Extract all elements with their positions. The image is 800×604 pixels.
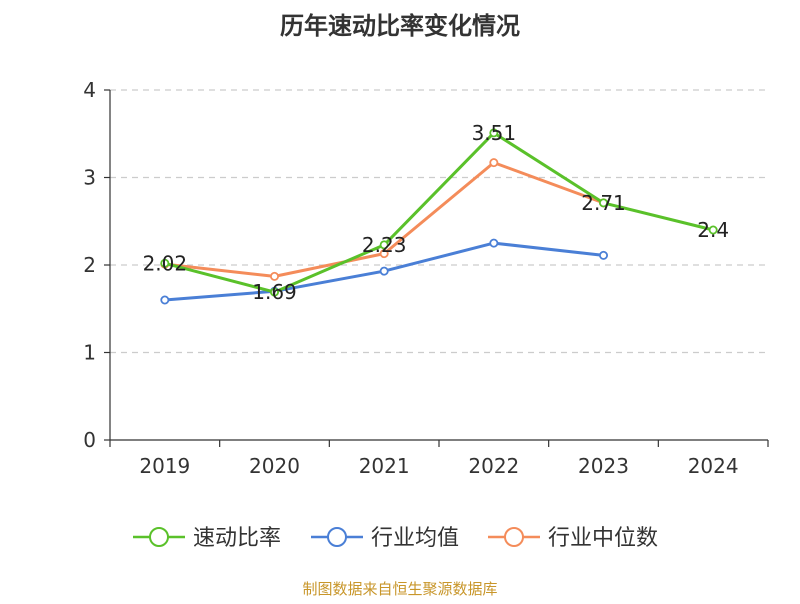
- data-point: [160, 258, 170, 268]
- data-point: [269, 271, 279, 281]
- data-label: 3.51: [472, 121, 517, 145]
- series-line: [164, 161, 605, 278]
- y-tick-label: 0: [83, 428, 96, 452]
- legend: 速动比率 行业均值 行业中位数: [133, 526, 658, 551]
- legend-marker: [327, 527, 347, 547]
- data-point: [489, 128, 499, 138]
- data-point: [599, 198, 609, 208]
- x-tick-label: 2023: [578, 454, 629, 478]
- data-point: [489, 238, 499, 248]
- data-point: [379, 240, 389, 250]
- y-tick-label: 3: [83, 166, 96, 190]
- y-tick-label: 2: [83, 253, 96, 277]
- data-point: [379, 266, 389, 276]
- data-point: [160, 295, 170, 305]
- legend-marker: [504, 527, 524, 547]
- x-tick-label: 2022: [468, 454, 519, 478]
- y-tick-label: 4: [83, 78, 96, 102]
- x-tick-label: 2021: [359, 454, 410, 478]
- series-line: [164, 131, 714, 294]
- legend-label: 行业中位数: [548, 526, 658, 551]
- series-lines: [160, 128, 718, 305]
- legend-label: 行业均值: [371, 526, 459, 551]
- data-point: [379, 249, 389, 259]
- legend-marker: [149, 527, 169, 547]
- data-point: [489, 158, 499, 168]
- data-label: 2.23: [362, 233, 407, 257]
- y-tick-label: 1: [83, 341, 96, 365]
- data-label: 2.4: [697, 218, 729, 242]
- grid-lines: [110, 89, 768, 354]
- source-note: 制图数据来自恒生聚源数据库: [302, 580, 498, 598]
- data-point: [269, 287, 279, 297]
- data-point: [599, 250, 609, 260]
- data-label: 1.69: [252, 280, 297, 304]
- data-label: 2.02: [143, 251, 188, 275]
- x-tick-label: 2020: [249, 454, 300, 478]
- data-label: 2.71: [581, 191, 626, 215]
- axes: 0 1 2 3 4 2019 2020 2021 2022 2023 2024: [83, 78, 769, 478]
- legend-label: 速动比率: [193, 526, 281, 551]
- data-labels: 2.02 1.69 2.23 3.51 2.71 2.4: [143, 121, 730, 304]
- x-tick-label: 2024: [688, 454, 739, 478]
- data-point: [708, 225, 718, 235]
- x-tick-label: 2019: [139, 454, 190, 478]
- chart-title: 历年速动比率变化情况: [280, 12, 520, 40]
